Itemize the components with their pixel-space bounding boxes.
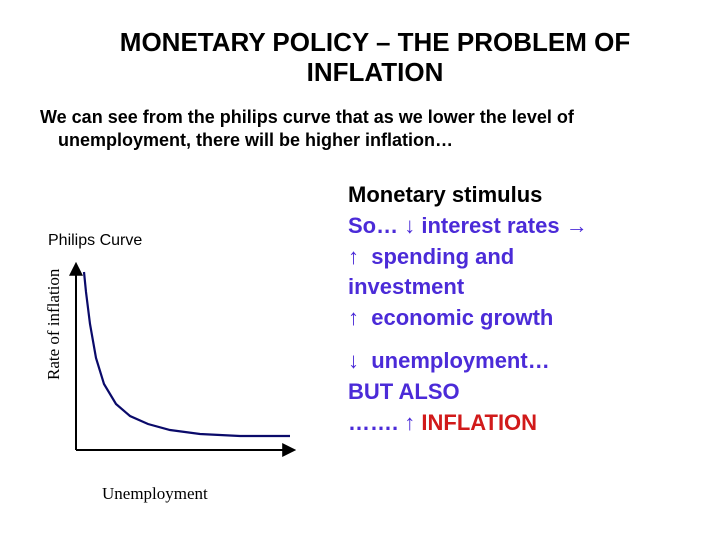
right-arrow-icon: → <box>566 213 588 238</box>
slide: MONETARY POLICY – THE PROBLEM OF INFLATI… <box>0 0 720 540</box>
stimulus-line-interest: So… ↓ interest rates → <box>348 211 708 242</box>
x-axis-label: Unemployment <box>102 484 208 504</box>
stimulus-line-growth: ↑ economic growth <box>348 303 708 334</box>
up-arrow-icon: ↑ <box>404 410 415 435</box>
philips-curve-line <box>84 272 290 436</box>
up-arrow-icon: ↑ <box>348 305 359 330</box>
growth-text: economic growth <box>371 305 553 330</box>
slide-title: MONETARY POLICY – THE PROBLEM OF INFLATI… <box>80 28 670 88</box>
monetary-stimulus-panel: Monetary stimulus So… ↓ interest rates →… <box>348 180 708 438</box>
stimulus-heading: Monetary stimulus <box>348 180 708 211</box>
stimulus-line-spending: ↑ spending and <box>348 242 708 273</box>
spending-text: spending and <box>371 244 514 269</box>
chart-svg <box>50 262 320 472</box>
intro-text: We can see from the philips curve that a… <box>22 106 690 151</box>
unemployment-text: unemployment… <box>371 348 549 373</box>
stimulus-line-inflation: ……. ↑ INFLATION <box>348 408 708 439</box>
but-also-text: BUT ALSO <box>348 377 708 408</box>
down-arrow-icon: ↓ <box>404 213 415 238</box>
so-text: So… <box>348 213 398 238</box>
dots-text: ……. <box>348 410 398 435</box>
y-axis-label: Rate of inflation <box>44 268 64 379</box>
down-arrow-icon: ↓ <box>348 348 359 373</box>
up-arrow-icon: ↑ <box>348 244 359 269</box>
interest-rates-text: interest rates <box>421 213 559 238</box>
stimulus-line-investment: investment <box>348 272 708 303</box>
stimulus-line-unemployment: ↓ unemployment… <box>348 346 708 377</box>
inflation-text: INFLATION <box>421 410 537 435</box>
philips-curve-chart: Rate of inflation Unemployment <box>50 262 320 482</box>
spacer <box>348 334 708 346</box>
chart-title: Philips Curve <box>48 232 142 250</box>
